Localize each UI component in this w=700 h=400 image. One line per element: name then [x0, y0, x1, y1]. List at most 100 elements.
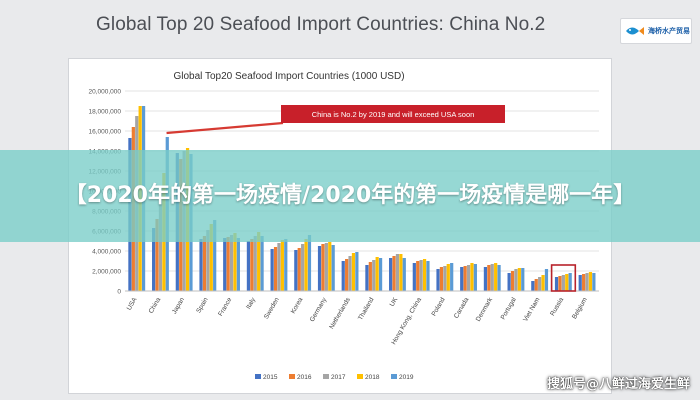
bar-2017-korea [301, 244, 305, 291]
bar-2016-netherlands [345, 259, 349, 291]
bar-2015-italy [246, 241, 251, 291]
slide-title: Global Top 20 Seafood Import Countries: … [96, 14, 546, 35]
bar-2015-korea [294, 250, 298, 291]
x-tick-label: Germany [309, 296, 329, 323]
bar-2019-portugal [521, 268, 525, 291]
bar-2016-sweden [273, 247, 278, 291]
x-tick-label: Sweden [263, 296, 281, 320]
x-tick-label: Portugal [500, 296, 518, 321]
legend-label-2019: 2019 [399, 374, 414, 381]
bar-2017-denmark [490, 264, 494, 291]
bar-2017-viet-nam [538, 277, 542, 291]
bar-2015-viet-nam [531, 281, 535, 291]
bar-2015-thailand [365, 265, 369, 291]
legend-swatch-2017 [323, 374, 329, 379]
y-tick-label: 18,000,000 [88, 109, 121, 116]
bar-2016-canada [463, 266, 467, 291]
bar-2019-spain [213, 220, 217, 291]
bar-2016-germany [321, 244, 325, 291]
bar-2015-germany [317, 246, 322, 291]
bar-2018-canada [470, 263, 474, 291]
bar-2015-poland [436, 269, 440, 291]
bar-2016-italy [250, 239, 254, 291]
bar-2019-denmark [497, 265, 501, 291]
bar-2015-hong-kong-china [412, 263, 416, 291]
bar-2016-spain [202, 236, 207, 291]
y-tick-label: 2,000,000 [92, 269, 121, 276]
x-tick-label: Netherlands [328, 296, 352, 331]
y-tick-label: 20,000,000 [88, 89, 121, 96]
bar-2017-china [158, 193, 163, 291]
bar-2017-germany [324, 243, 328, 291]
annotation-box [281, 105, 505, 123]
x-tick-label: USA [126, 296, 139, 312]
bar-2018-sweden [280, 240, 284, 291]
y-tick-label: 0 [117, 289, 121, 296]
legend-swatch-2018 [357, 374, 363, 379]
bar-2016-portugal [510, 271, 515, 291]
bar-2017-canada [466, 265, 471, 291]
bar-2019-viet-nam [544, 269, 549, 291]
bar-2016-thailand [368, 262, 372, 291]
highlight-box [550, 264, 577, 292]
x-tick-label: Thailand [357, 296, 376, 321]
y-tick-label: 16,000,000 [88, 129, 121, 136]
annotation-arrow [166, 121, 284, 135]
bar-2017-sweden [277, 243, 281, 291]
bar-2018-germany [328, 242, 332, 291]
bar-2015-belgium [578, 275, 582, 291]
bar-2018-thailand [375, 257, 379, 291]
bar-2019-canada [473, 264, 477, 291]
legend-swatch-2016 [289, 374, 295, 379]
bar-2016-viet-nam [534, 279, 538, 291]
brand-logo: 海桥水产贸易 [620, 18, 692, 44]
x-tick-label: Spain [195, 296, 210, 314]
bar-2017-russia [561, 275, 565, 291]
bar-2017-netherlands [348, 256, 352, 291]
bar-2016-hong-kong-china [416, 261, 420, 291]
bar-2018-korea [304, 239, 308, 291]
bar-2019-thailand [378, 258, 383, 291]
bar-2018-hong-kong-china [422, 259, 427, 291]
bar-2016-russia [558, 276, 562, 291]
legend-label-2016: 2016 [297, 374, 312, 381]
x-tick-label: Poland [430, 296, 446, 317]
bar-2015-portugal [507, 273, 511, 291]
x-tick-label: Russia [549, 296, 565, 317]
bar-2015-france [223, 238, 227, 291]
bar-2016-france [226, 237, 230, 291]
bar-2018-uk [399, 254, 403, 291]
bar-2018-denmark [494, 263, 498, 291]
bar-2019-poland [450, 263, 454, 291]
bar-2019-uk [402, 258, 406, 291]
bar-2019-belgium [592, 273, 596, 291]
bar-2015-china [152, 228, 156, 291]
bar-2015-uk [389, 258, 393, 291]
bar-2018-poland [446, 264, 450, 291]
bar-2018-belgium [588, 272, 593, 291]
bar-2016-denmark [487, 265, 491, 291]
x-tick-label: France [217, 296, 233, 317]
x-tick-label: Canada [453, 296, 471, 320]
headline-banner: 【2020年的第一场疫情/2020年的第一场疫情是哪一年】 [0, 150, 700, 242]
chart-title: Global Top20 Seafood Import Countries (1… [173, 71, 404, 82]
legend-swatch-2015 [255, 374, 261, 379]
fish-logo-icon [626, 27, 644, 35]
legend-swatch-2019 [391, 374, 397, 379]
bar-2019-russia [568, 273, 572, 291]
bar-2016-korea [297, 248, 301, 291]
bar-2018-viet-nam [541, 275, 545, 291]
bar-2017-france [229, 235, 234, 291]
bar-2018-spain [209, 224, 213, 291]
bar-2015-russia [554, 277, 559, 291]
x-tick-label: UK [389, 296, 400, 308]
x-tick-label: Korea [290, 296, 305, 315]
bar-2019-sweden [284, 239, 288, 291]
legend-label-2017: 2017 [331, 374, 346, 381]
headline-text: 【2020年的第一场疫情/2020年的第一场疫情是哪一年】 [64, 183, 636, 208]
bar-2016-uk [392, 256, 396, 291]
bar-2018-portugal [517, 268, 521, 291]
x-tick-label: Japan [171, 296, 186, 315]
x-tick-label: Viet Nam [522, 297, 541, 324]
bar-2019-france [236, 238, 240, 291]
